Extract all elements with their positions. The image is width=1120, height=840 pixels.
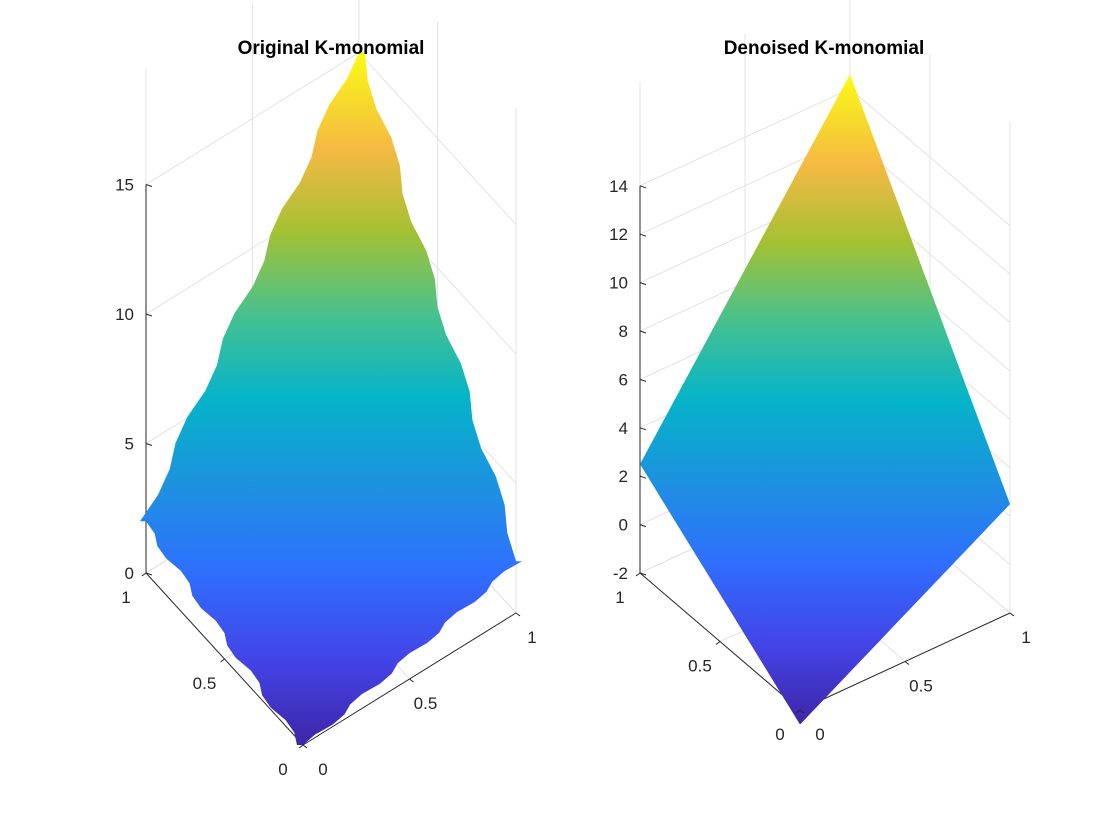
z-tick-label: -2 [613, 564, 628, 583]
x-tick-label: 1 [1021, 628, 1030, 647]
z-tick-label: 10 [609, 274, 628, 293]
z-tick-label: 10 [115, 305, 134, 324]
surface-denoised [640, 74, 1010, 725]
x-tick-label: 1 [527, 628, 536, 647]
subplot-denoised: Denoised K-monomial 00.51 00.51 -2024681… [609, 0, 1031, 744]
z-tick-label: 12 [609, 225, 628, 244]
x-tick-label: 0.5 [414, 694, 438, 713]
chart-title-original: Original K-monomial [238, 38, 425, 59]
x-tick-labels-original: 00.51 [302, 612, 537, 779]
x-tick-label: 0.5 [909, 677, 933, 696]
y-tick-label: 1 [121, 588, 130, 607]
z-tick-labels-denoised: -2 0 2 4 6 8 10 12 14 [609, 177, 647, 583]
z-tick-labels-original: 0 5 10 15 [115, 176, 153, 583]
x-tick-label: 0 [815, 725, 824, 744]
y-tick-labels-original: 00.51 [121, 572, 304, 779]
z-tick-label: 4 [619, 419, 628, 438]
z-tick-label: 5 [125, 435, 134, 454]
z-tick-label: 0 [619, 516, 628, 535]
z-tick-label: 8 [619, 322, 628, 341]
z-tick-label: 0 [125, 564, 134, 583]
surface-patch [140, 52, 522, 745]
z-tick-label: 2 [619, 467, 628, 486]
surface-patch [640, 74, 1010, 725]
x-tick-labels-denoised: 00.51 [799, 612, 1031, 744]
y-tick-label: 0 [775, 725, 784, 744]
chart-title-denoised: Denoised K-monomial [724, 38, 925, 59]
surface-original [140, 52, 522, 745]
z-tick-label: 14 [609, 177, 628, 196]
y-tick-label: 0.5 [193, 674, 217, 693]
y-tick-label: 0 [278, 760, 287, 779]
x-tick-label: 0 [318, 760, 327, 779]
y-tick-labels-denoised: 00.51 [615, 572, 801, 744]
z-tick-label: 15 [115, 176, 134, 195]
z-tick-label: 6 [619, 370, 628, 389]
y-tick-label: 0.5 [688, 657, 712, 676]
y-tick-label: 1 [615, 588, 624, 607]
